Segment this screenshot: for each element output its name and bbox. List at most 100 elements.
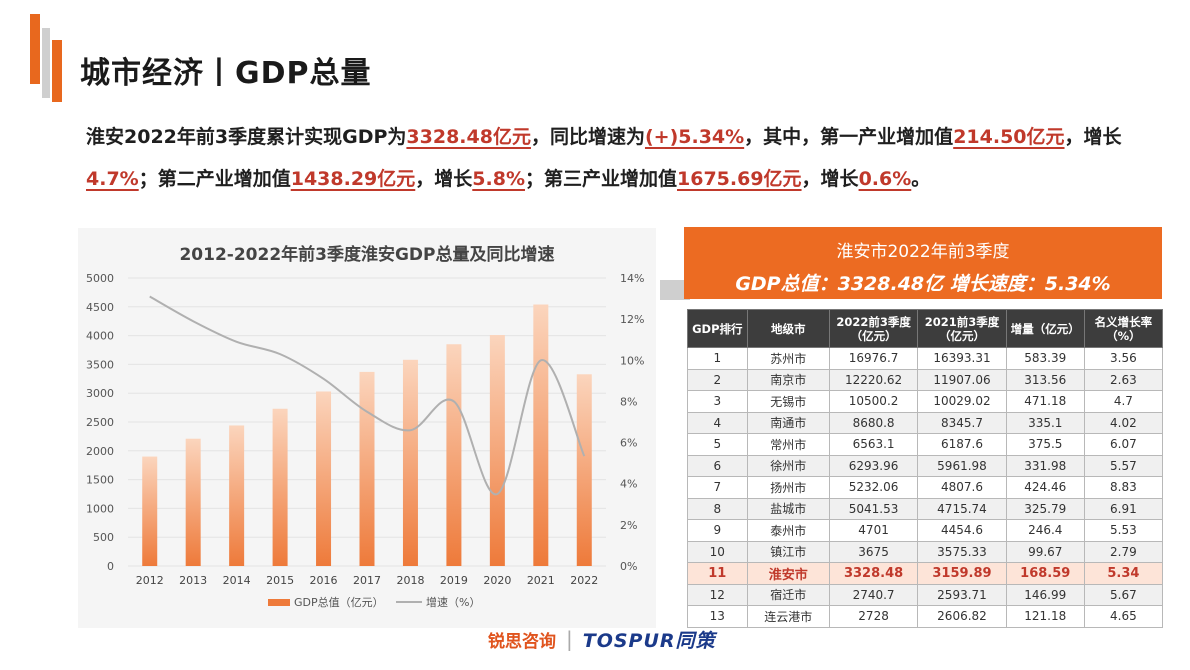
table-cell: 6 bbox=[687, 454, 748, 477]
table-cell: 淮安市 bbox=[746, 562, 830, 585]
y-axis-right-tick: 12% bbox=[620, 313, 644, 326]
table-cell: 5.53 bbox=[1083, 519, 1164, 542]
table-header-cell: GDP排行 bbox=[687, 309, 748, 348]
gdp-chart: 0 500 1000 1500 2000 2500 3000 3500 4000 4500 5000… bbox=[86, 272, 644, 609]
table-header-cell: 2021前3季度（亿元） bbox=[917, 309, 1007, 348]
table-cell: 5.57 bbox=[1083, 454, 1164, 477]
gdp-bar bbox=[185, 438, 201, 566]
table-cell: 3 bbox=[687, 390, 748, 413]
summary-banner: 淮安市2022年前3季度 GDP总值：3328.48亿 增长速度：5.34% bbox=[684, 227, 1162, 299]
x-axis-tick: 2014 bbox=[223, 574, 251, 587]
table-cell: 424.46 bbox=[1005, 476, 1085, 499]
table-cell: 99.67 bbox=[1005, 540, 1085, 563]
table-cell: 246.4 bbox=[1005, 519, 1085, 542]
company-logo-tospur: TOSPUR同策 bbox=[582, 629, 716, 652]
y-axis-right-tick: 8% bbox=[620, 395, 637, 408]
table-cell: 9 bbox=[687, 519, 748, 542]
table-cell: 6.91 bbox=[1083, 497, 1164, 520]
intro-text: ，增长 bbox=[1064, 126, 1122, 148]
table-cell: 无锡市 bbox=[746, 390, 830, 413]
table-header-cell: 2022前3季度（亿元） bbox=[828, 309, 919, 348]
table-cell: 苏州市 bbox=[746, 347, 830, 370]
legend-label: GDP总值（亿元） bbox=[294, 595, 384, 609]
banner-title: 淮安市2022年前3季度 bbox=[836, 242, 1010, 262]
table-cell: 盐城市 bbox=[746, 497, 830, 520]
header-accent-bar bbox=[30, 14, 40, 84]
gdp-bar bbox=[533, 304, 549, 566]
table-row: 2 南京市 12220.62 11907.06 313.56 2.63 bbox=[687, 368, 1164, 391]
gdp-ranking-table: GDP排行 地级市 2022前3季度（亿元） 2021前3季度（亿元） 增量（亿元） 名义… bbox=[687, 309, 1164, 628]
gdp-bar bbox=[229, 425, 245, 566]
table-cell: 2.79 bbox=[1083, 540, 1164, 563]
intro-paragraph: 淮安2022年前3季度累计实现GDP为3328.48亿元，同比增速为(+)5.3… bbox=[86, 116, 1146, 200]
intro-text: ；第三产业增加值 bbox=[524, 168, 677, 190]
x-axis-tick: 2019 bbox=[440, 574, 468, 587]
table-row: 7 扬州市 5232.06 4807.6 424.46 8.83 bbox=[687, 476, 1164, 499]
growth-rate-line bbox=[149, 295, 586, 496]
table-cell: 5041.53 bbox=[828, 497, 919, 520]
table-cell: 16976.7 bbox=[828, 347, 919, 370]
gdp-bar bbox=[272, 408, 288, 566]
gdp-bar bbox=[402, 359, 418, 566]
x-axis-tick: 2021 bbox=[527, 574, 555, 587]
chart-title: 2012-2022年前3季度淮安GDP总量及同比增速 bbox=[179, 245, 555, 265]
table-cell: 16393.31 bbox=[917, 347, 1007, 370]
table-cell: 5961.98 bbox=[917, 454, 1007, 477]
table-cell: 10029.02 bbox=[917, 390, 1007, 413]
intro-primary-growth: 4.7% bbox=[86, 168, 139, 190]
page-title: 城市经济丨GDP总量 bbox=[80, 56, 372, 91]
table-cell: 3328.48 bbox=[828, 562, 919, 585]
table-cell: 扬州市 bbox=[746, 476, 830, 499]
table-cell: 335.1 bbox=[1005, 411, 1085, 434]
x-axis-tick: 2020 bbox=[483, 574, 511, 587]
table-cell: 6187.6 bbox=[917, 433, 1007, 456]
header-accent-bar-gray bbox=[42, 28, 50, 98]
table-row: 12 宿迁市 2740.7 2593.71 146.99 5.67 bbox=[687, 583, 1164, 606]
footer-logos: 锐思咨询 | TOSPUR同策 bbox=[488, 622, 716, 656]
table-cell: 2606.82 bbox=[917, 605, 1007, 628]
table-cell: 8.83 bbox=[1083, 476, 1164, 499]
gdp-bar bbox=[576, 374, 592, 566]
table-cell: 南通市 bbox=[746, 411, 830, 434]
y-axis-left-tick: 500 bbox=[93, 531, 114, 544]
x-axis-tick: 2015 bbox=[266, 574, 294, 587]
y-axis-left-tick: 3000 bbox=[86, 387, 114, 400]
intro-secondary-value: 1438.29亿元 bbox=[290, 168, 416, 190]
x-axis-tick: 2013 bbox=[179, 574, 207, 587]
table-header-cell: 名义增长率（%） bbox=[1083, 309, 1164, 348]
table-cell: 7 bbox=[687, 476, 748, 499]
y-axis-left-tick: 5000 bbox=[86, 272, 114, 285]
table-row: 5 常州市 6563.1 6187.6 375.5 6.07 bbox=[687, 433, 1164, 456]
table-cell: 3575.33 bbox=[917, 540, 1007, 563]
table-cell: 8345.7 bbox=[917, 411, 1007, 434]
intro-growth-value: (+)5.34% bbox=[644, 126, 745, 148]
table-header-row: GDP排行 地级市 2022前3季度（亿元） 2021前3季度（亿元） 增量（亿元） 名义… bbox=[687, 309, 1164, 348]
table-row: 9 泰州市 4701 4454.6 246.4 5.53 bbox=[687, 519, 1164, 542]
y-axis-left-tick: 2000 bbox=[86, 445, 114, 458]
x-axis-tick: 2018 bbox=[396, 574, 424, 587]
table-row: 13 连云港市 2728 2606.82 121.18 4.65 bbox=[687, 605, 1164, 628]
table-row: 8 盐城市 5041.53 4715.74 325.79 6.91 bbox=[687, 497, 1164, 520]
intro-text: ，其中，第一产业增加值 bbox=[744, 126, 954, 148]
gdp-bar bbox=[359, 371, 375, 566]
table-cell: 2593.71 bbox=[917, 583, 1007, 606]
intro-text: ，增长 bbox=[415, 168, 473, 190]
table-cell: 泰州市 bbox=[746, 519, 830, 542]
table-cell: 4715.74 bbox=[917, 497, 1007, 520]
y-axis-left-tick: 1000 bbox=[86, 502, 114, 515]
table-cell: 12220.62 bbox=[828, 368, 919, 391]
table-cell: 宿迁市 bbox=[746, 583, 830, 606]
intro-text: ，增长 bbox=[801, 168, 859, 190]
table-cell: 12 bbox=[687, 583, 748, 606]
x-axis-tick: 2017 bbox=[353, 574, 381, 587]
y-axis-right-tick: 14% bbox=[620, 272, 644, 285]
table-cell: 3675 bbox=[828, 540, 919, 563]
table-cell: 10500.2 bbox=[828, 390, 919, 413]
y-axis-right-tick: 0% bbox=[620, 560, 637, 573]
banner-shadow-tab bbox=[660, 280, 690, 300]
y-axis-left-tick: 3500 bbox=[86, 358, 114, 371]
table-cell: 1 bbox=[687, 347, 748, 370]
intro-text: ，同比增速为 bbox=[530, 126, 645, 148]
table-cell: 583.39 bbox=[1005, 347, 1085, 370]
y-axis-right-tick: 2% bbox=[620, 519, 637, 532]
